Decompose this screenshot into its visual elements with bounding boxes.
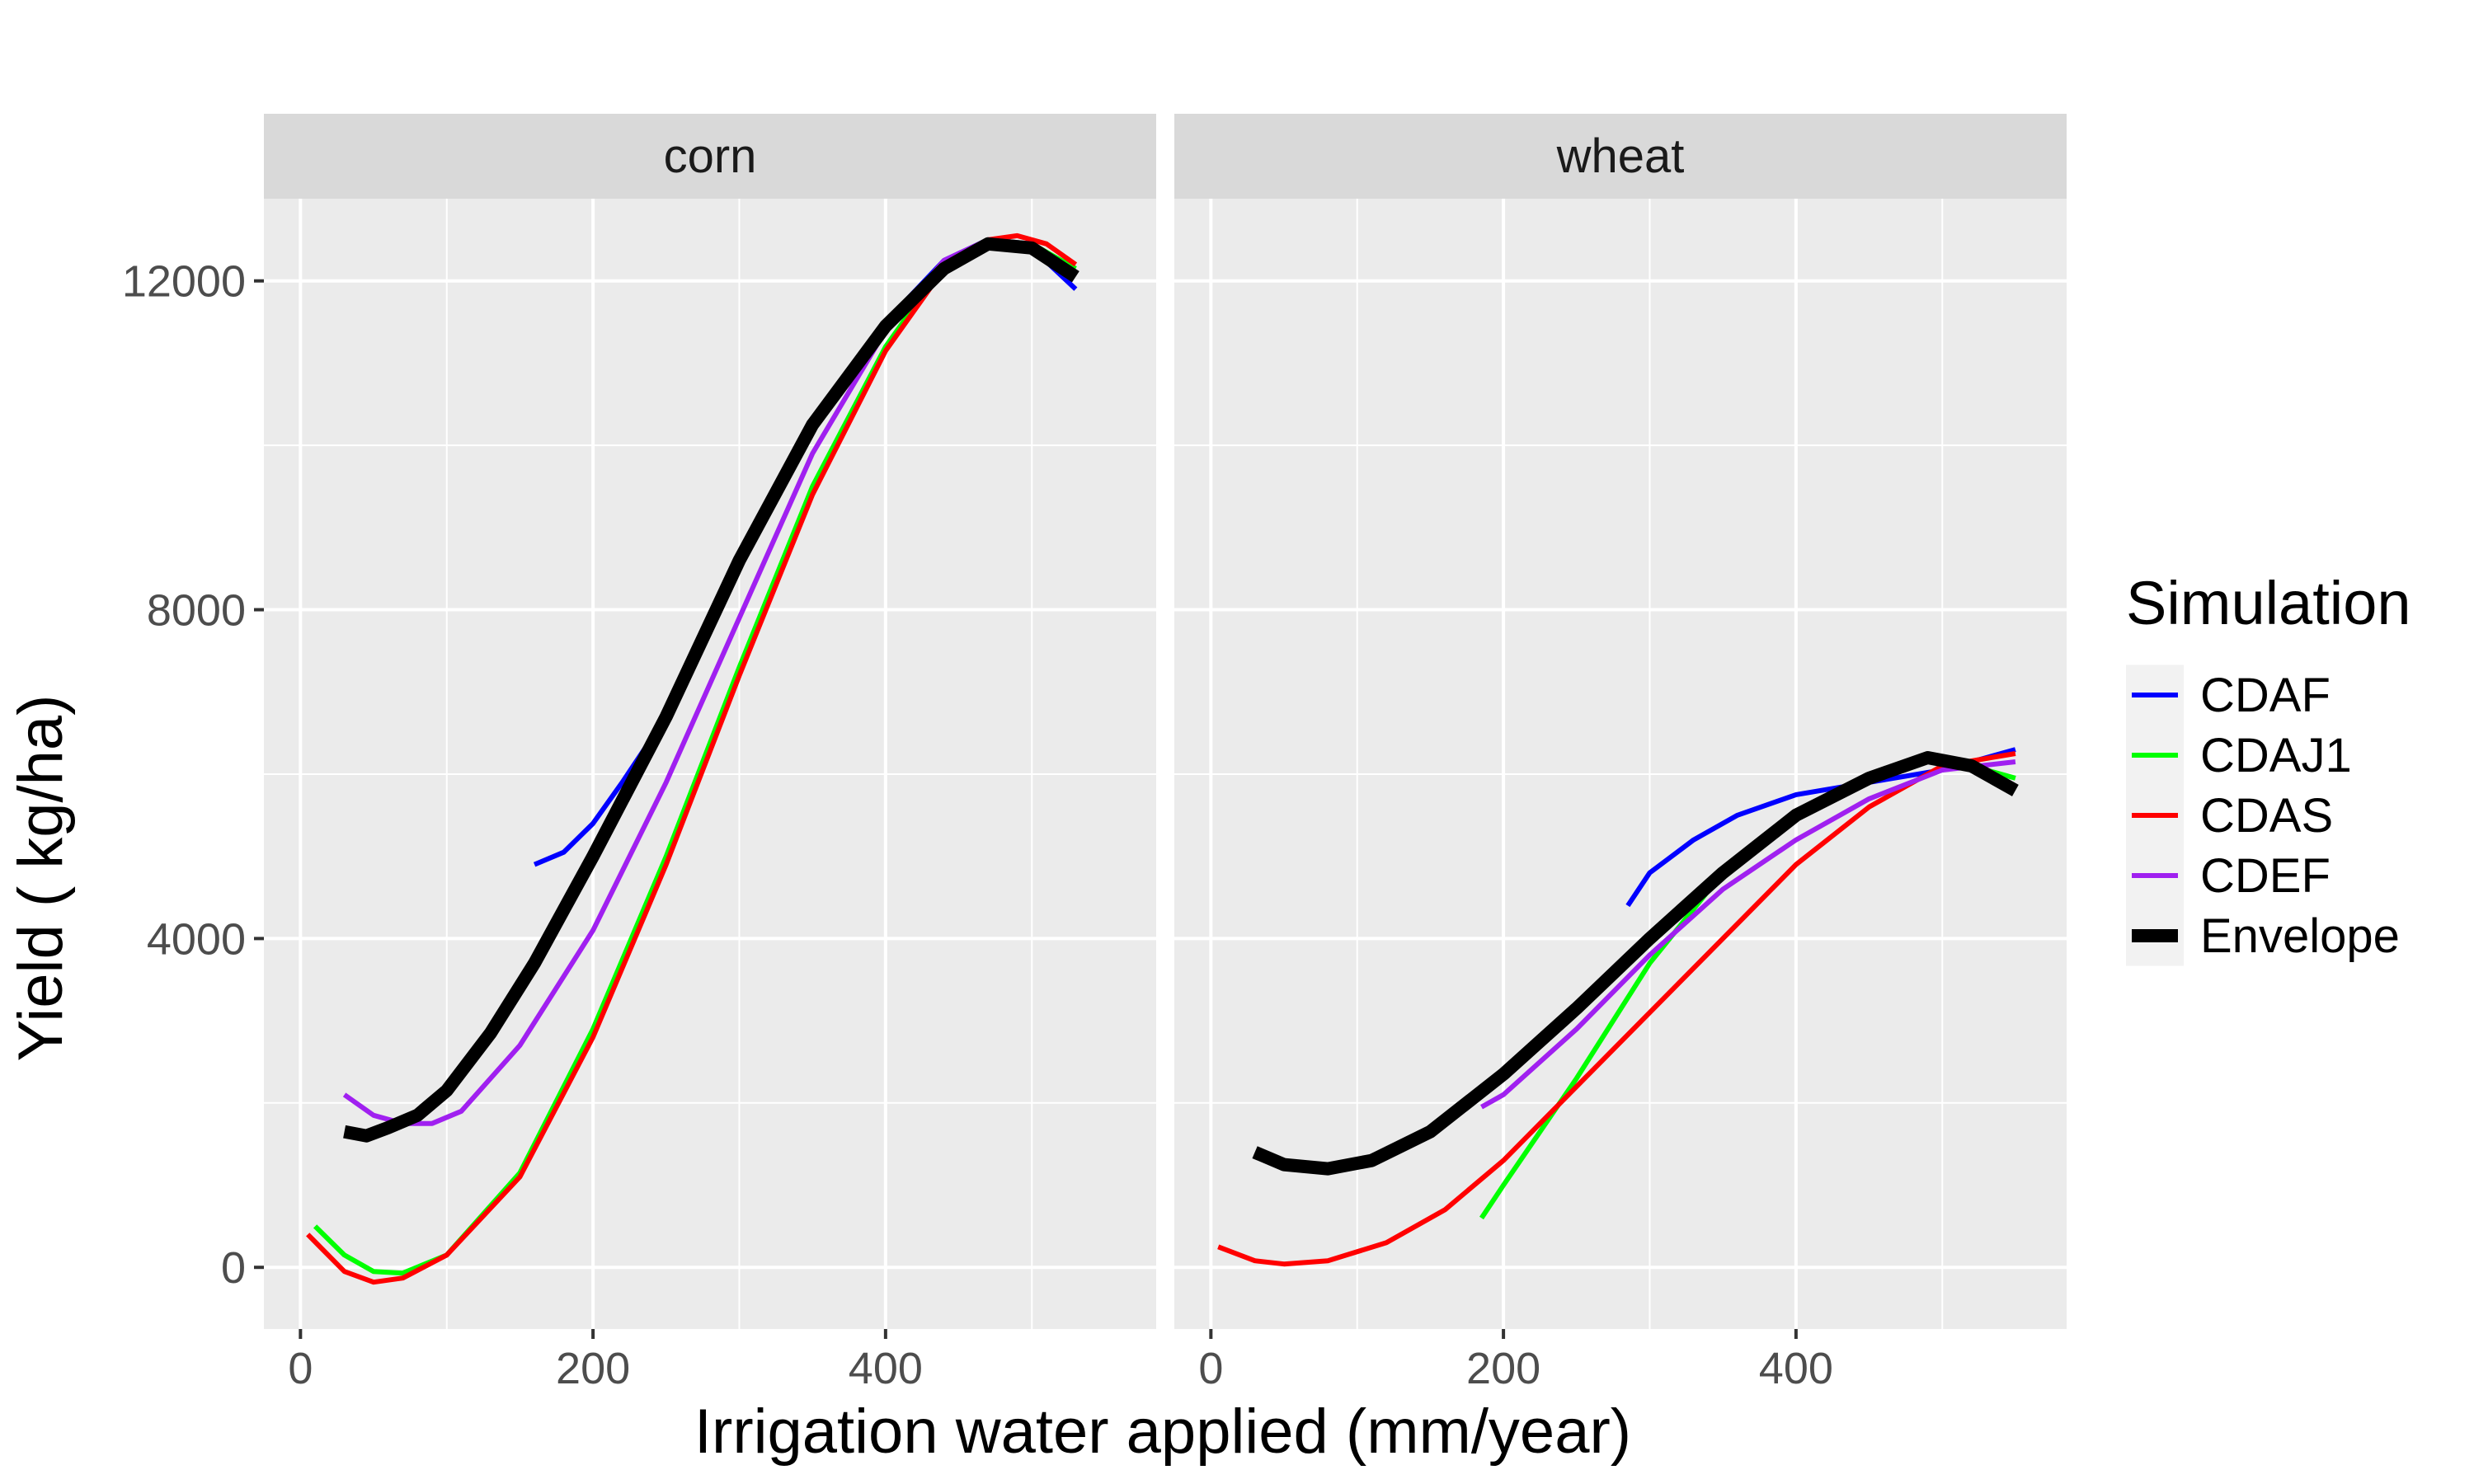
- legend-item-cdef: CDEF: [2126, 845, 2331, 906]
- y-tick-label: 4000: [147, 914, 246, 964]
- legend-title: Simulation: [2126, 569, 2411, 637]
- facet-strip: [1174, 114, 2067, 199]
- x-tick-label: 200: [556, 1344, 630, 1393]
- facet-panels: corn wheat: [264, 114, 2067, 1329]
- facet-strip: [264, 114, 1156, 199]
- legend-item-cdaf: CDAF: [2126, 665, 2331, 726]
- legend-item-cdas: CDAS: [2126, 785, 2333, 846]
- panel-background: [264, 199, 1156, 1329]
- legend-label: CDEF: [2200, 849, 2331, 903]
- y-tick-label: 0: [221, 1243, 246, 1293]
- x-tick-label: 400: [1759, 1344, 1833, 1393]
- facet-strip-label: corn: [664, 129, 757, 183]
- x-tick-label: 0: [288, 1344, 313, 1393]
- panel-wheat: wheat: [1174, 114, 2067, 1329]
- series-line-cdas-wheat: [1217, 751, 2016, 1267]
- legend-item-cdaj1: CDAJ1: [2126, 725, 2352, 786]
- legend-items: CDAF CDAJ1 CDAS CDEF Envelope: [2126, 665, 2400, 966]
- legend-label: CDAJ1: [2200, 729, 2352, 782]
- series-line-cdef-wheat: [1480, 759, 2016, 1110]
- series-line-envelope-wheat: [1252, 751, 2019, 1176]
- series-line-envelope-corn: [343, 237, 1079, 1143]
- series-line-cdas-corn: [306, 232, 1078, 1285]
- x-tick-label: 200: [1466, 1344, 1540, 1393]
- legend-label: Envelope: [2200, 909, 2400, 963]
- legend-item-envelope: Envelope: [2126, 905, 2400, 966]
- x-tick-label: 0: [1198, 1344, 1223, 1393]
- legend: Simulation CDAF CDAJ1 CDAS CDEF Envelope: [2126, 569, 2411, 966]
- y-axis-title: Yield ( kg/ha): [6, 695, 76, 1062]
- y-tick-label: 8000: [147, 586, 246, 636]
- legend-label: CDAF: [2200, 669, 2331, 722]
- y-tick-label: 12000: [122, 257, 246, 307]
- x-tick-label: 400: [849, 1344, 923, 1393]
- legend-label: CDAS: [2200, 789, 2333, 843]
- panel-corn: corn: [264, 114, 1156, 1329]
- x-axis-title: Irrigation water applied (mm/year): [694, 1397, 1631, 1467]
- facet-strip-label: wheat: [1556, 129, 1685, 183]
